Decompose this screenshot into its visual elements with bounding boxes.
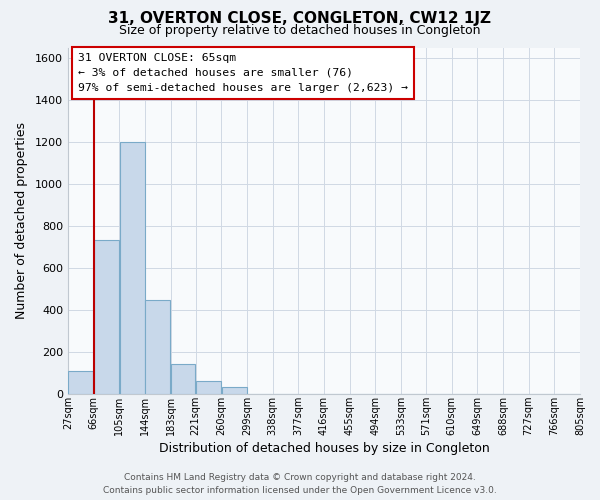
Bar: [171, 364, 195, 394]
Bar: [94, 240, 119, 394]
X-axis label: Distribution of detached houses by size in Congleton: Distribution of detached houses by size …: [158, 442, 490, 455]
Bar: [145, 300, 170, 394]
Y-axis label: Number of detached properties: Number of detached properties: [15, 122, 28, 320]
Text: 31, OVERTON CLOSE, CONGLETON, CW12 1JZ: 31, OVERTON CLOSE, CONGLETON, CW12 1JZ: [109, 11, 491, 26]
Bar: [68, 371, 93, 394]
Text: 31 OVERTON CLOSE: 65sqm
← 3% of detached houses are smaller (76)
97% of semi-det: 31 OVERTON CLOSE: 65sqm ← 3% of detached…: [78, 52, 408, 93]
Bar: [221, 387, 247, 394]
Bar: [196, 381, 221, 394]
Text: Contains HM Land Registry data © Crown copyright and database right 2024.
Contai: Contains HM Land Registry data © Crown c…: [103, 474, 497, 495]
Text: Size of property relative to detached houses in Congleton: Size of property relative to detached ho…: [119, 24, 481, 37]
Bar: [119, 142, 145, 394]
